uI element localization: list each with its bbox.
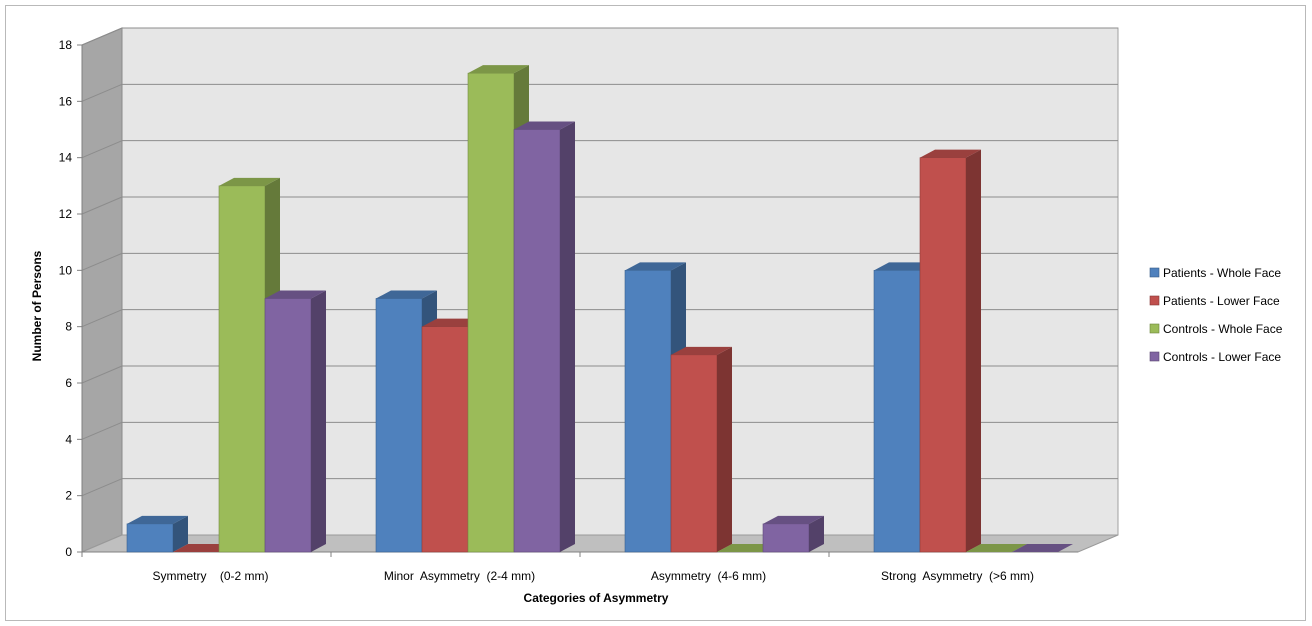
y-tick-label: 12 — [59, 207, 73, 221]
bar-top — [920, 149, 981, 158]
bar-1-2 — [670, 346, 732, 553]
bar-front — [670, 354, 718, 553]
bar-front — [919, 157, 967, 553]
bar-2-3 — [966, 544, 1027, 552]
gridline-side — [81, 309, 123, 328]
y-tick-label: 6 — [65, 376, 72, 390]
legend-swatch — [1149, 323, 1160, 334]
bar-front — [762, 523, 810, 553]
bar-front — [126, 523, 174, 553]
bar-side — [311, 290, 326, 552]
bar-top — [625, 262, 686, 271]
x-tick-label: Asymmetry (4-6 mm) — [651, 569, 766, 583]
bar-top — [265, 290, 326, 299]
legend-label: Controls - Lower Face — [1163, 350, 1281, 364]
gridline-side — [81, 196, 123, 215]
y-tick-labels: 0 2 4 6 8 10 12 14 16 18 — [59, 38, 73, 559]
bars — [126, 65, 1073, 553]
legend-swatch — [1149, 295, 1160, 306]
x-axis-title: Categories of Asymmetry — [524, 591, 669, 605]
gridline-side — [81, 421, 123, 440]
bar-top — [514, 121, 575, 130]
bar-side — [966, 149, 981, 552]
y-tick-label: 2 — [65, 489, 72, 503]
y-tick-label: 0 — [65, 545, 72, 559]
y-tick-label: 18 — [59, 38, 73, 52]
y-tick-label: 16 — [59, 94, 73, 108]
y-tick-label: 14 — [59, 151, 73, 165]
legend: Patients - Whole Face Patients - Lower Fa… — [1149, 266, 1283, 364]
bar-zero — [966, 544, 1027, 552]
bar-3-1 — [513, 121, 575, 553]
bar-front — [375, 298, 423, 553]
gridline-side — [81, 365, 123, 384]
x-tick-label: Strong Asymmetry (>6 mm) — [881, 569, 1034, 583]
bar-side — [717, 346, 732, 552]
bar-0-0 — [126, 515, 188, 553]
gridline-side — [81, 27, 123, 46]
legend-label: Controls - Whole Face — [1163, 322, 1283, 336]
y-tick-label: 10 — [59, 263, 73, 277]
bar-top — [127, 515, 188, 524]
gridline-side — [81, 252, 123, 271]
y-axis-title: Number of Persons — [30, 250, 44, 361]
x-tick-labels: Symmetry (0-2 mm) Minor Asymmetry (2-4 mm… — [153, 569, 1035, 583]
legend-swatch — [1149, 267, 1160, 278]
bar-top — [763, 515, 824, 524]
bar-side — [809, 515, 824, 552]
bar-front — [873, 270, 921, 553]
gridline-side — [81, 478, 123, 497]
side-wall — [81, 27, 123, 553]
bar-front — [513, 129, 561, 553]
bar-front — [421, 326, 469, 553]
gridline-side — [81, 140, 123, 159]
bar-3-0 — [264, 290, 326, 553]
bar-top — [376, 290, 437, 299]
bar-side — [173, 515, 188, 552]
bar-front — [624, 270, 672, 553]
bar-side — [560, 121, 575, 552]
y-tick-label: 4 — [65, 432, 72, 446]
bar-front — [264, 298, 312, 553]
bar-top — [671, 346, 732, 355]
x-tick-label: Symmetry (0-2 mm) — [153, 569, 269, 583]
bar-front — [218, 185, 266, 553]
legend-label: Patients - Whole Face — [1163, 266, 1281, 280]
bar-zero — [1012, 544, 1073, 552]
bar-1-3 — [919, 149, 981, 553]
chart-walls — [81, 27, 1119, 553]
y-tick-label: 8 — [65, 320, 72, 334]
legend-swatch — [1149, 351, 1160, 362]
bar-top — [219, 177, 280, 186]
gridline-side — [81, 83, 123, 102]
bar-top — [468, 65, 529, 74]
bar-3-2 — [762, 515, 824, 553]
legend-label: Patients - Lower Face — [1163, 294, 1280, 308]
bar-front — [467, 72, 515, 553]
x-tick-label: Minor Asymmetry (2-4 mm) — [384, 569, 535, 583]
bar-3-3 — [1012, 544, 1073, 552]
